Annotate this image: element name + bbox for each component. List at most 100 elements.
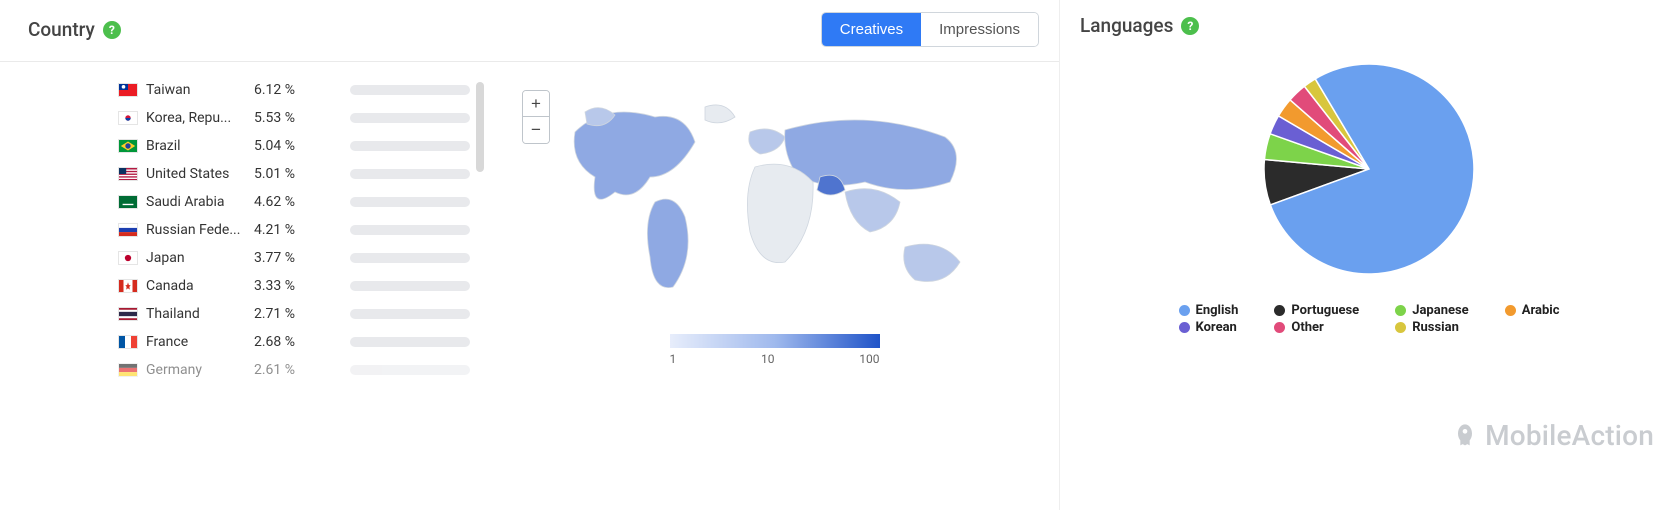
- flag-icon: [118, 363, 138, 377]
- country-name: Japan: [146, 250, 246, 266]
- pct-bar: [350, 85, 470, 95]
- legend-label: Japanese: [1412, 303, 1469, 318]
- legend-item[interactable]: Russian: [1395, 320, 1469, 335]
- country-row[interactable]: Brazil 5.04 %: [118, 132, 498, 160]
- pct-bar: [350, 169, 470, 179]
- country-name: Canada: [146, 278, 246, 294]
- country-pct: 2.71 %: [254, 306, 312, 322]
- help-icon[interactable]: ?: [103, 21, 121, 39]
- flag-icon: [118, 335, 138, 349]
- legend-item[interactable]: Korean: [1179, 320, 1239, 335]
- legend-label: English: [1196, 303, 1239, 318]
- map-legend-ticks: 1 10 100: [670, 352, 880, 366]
- country-pct: 2.61 %: [254, 362, 312, 378]
- legend-dot: [1179, 305, 1190, 316]
- country-name: Taiwan: [146, 82, 246, 98]
- country-row[interactable]: France 2.68 %: [118, 328, 498, 356]
- zoom-in-button[interactable]: +: [523, 91, 549, 117]
- pct-bar: [350, 309, 470, 319]
- map-legend-gradient: [670, 334, 880, 348]
- legend-tick: 10: [761, 352, 775, 366]
- brand-text: MobileAction: [1485, 419, 1654, 452]
- country-pct: 3.77 %: [254, 250, 312, 266]
- pct-bar: [350, 337, 470, 347]
- legend-item[interactable]: English: [1179, 303, 1239, 318]
- world-map-svg: [545, 82, 1005, 322]
- country-row[interactable]: Russian Fede... 4.21 %: [118, 216, 498, 244]
- country-pct: 5.01 %: [254, 166, 312, 182]
- legend-label: Portuguese: [1291, 303, 1359, 318]
- country-row[interactable]: Germany 2.61 %: [118, 356, 498, 384]
- country-pct: 6.12 %: [254, 82, 312, 98]
- country-name: Korea, Repu...: [146, 110, 246, 126]
- country-pct: 5.04 %: [254, 138, 312, 154]
- zoom-out-button[interactable]: −: [523, 117, 549, 143]
- legend-item[interactable]: Japanese: [1395, 303, 1469, 318]
- country-pct: 4.62 %: [254, 194, 312, 210]
- flag-icon: [118, 111, 138, 125]
- legend-dot: [1395, 322, 1406, 333]
- legend-tick: 100: [859, 352, 879, 366]
- legend-dot: [1274, 322, 1285, 333]
- country-row[interactable]: Korea, Repu... 5.53 %: [118, 104, 498, 132]
- country-row[interactable]: United States 5.01 %: [118, 160, 498, 188]
- country-name: Brazil: [146, 138, 246, 154]
- country-panel: Country ? Creatives Impressions Taiwan 6…: [0, 0, 1060, 510]
- tab-creatives[interactable]: Creatives: [822, 13, 921, 46]
- pct-bar: [350, 197, 470, 207]
- country-row[interactable]: Taiwan 6.12 %: [118, 76, 498, 104]
- tab-impressions[interactable]: Impressions: [921, 13, 1038, 46]
- flag-icon: [118, 307, 138, 321]
- legend-dot: [1179, 322, 1190, 333]
- legend-label: Other: [1291, 320, 1323, 335]
- flag-icon: [118, 139, 138, 153]
- languages-title: Languages: [1080, 14, 1173, 37]
- pct-bar: [350, 225, 470, 235]
- country-pct: 3.33 %: [254, 278, 312, 294]
- legend-dot: [1505, 305, 1516, 316]
- flag-icon: [118, 279, 138, 293]
- country-row[interactable]: Saudi Arabia 4.62 %: [118, 188, 498, 216]
- legend-tick: 1: [670, 352, 677, 366]
- pct-bar: [350, 365, 470, 375]
- pct-bar: [350, 113, 470, 123]
- list-scrollbar[interactable]: [476, 82, 484, 172]
- country-title: Country: [28, 18, 95, 41]
- flag-icon: [118, 223, 138, 237]
- languages-legend: English Portuguese Japanese Arabic Korean Oth…: [1179, 303, 1560, 335]
- map-zoom-control: + −: [522, 90, 550, 144]
- brand-watermark: MobileAction: [1451, 419, 1654, 452]
- country-pct: 2.68 %: [254, 334, 312, 350]
- pct-bar: [350, 253, 470, 263]
- country-row[interactable]: Canada 3.33 %: [118, 272, 498, 300]
- country-name: Saudi Arabia: [146, 194, 246, 210]
- legend-dot: [1274, 305, 1285, 316]
- legend-item[interactable]: Arabic: [1505, 303, 1560, 318]
- country-pct: 5.53 %: [254, 110, 312, 126]
- pct-bar: [350, 141, 470, 151]
- pct-bar: [350, 281, 470, 291]
- legend-item[interactable]: Portuguese: [1274, 303, 1359, 318]
- metric-toggle: Creatives Impressions: [821, 12, 1039, 47]
- legend-item[interactable]: Other: [1274, 320, 1359, 335]
- country-list: Taiwan 6.12 % Korea, Repu... 5.53 % Braz…: [8, 76, 498, 510]
- country-row[interactable]: Japan 3.77 %: [118, 244, 498, 272]
- languages-pie-chart: [1249, 49, 1489, 289]
- country-row[interactable]: Thailand 2.71 %: [118, 300, 498, 328]
- country-name: France: [146, 334, 246, 350]
- flag-icon: [118, 83, 138, 97]
- help-icon[interactable]: ?: [1181, 17, 1199, 35]
- flag-icon: [118, 167, 138, 181]
- world-map[interactable]: + − 1 10 100: [498, 76, 1051, 510]
- legend-label: Korean: [1196, 320, 1237, 335]
- country-name: Thailand: [146, 306, 246, 322]
- flag-icon: [118, 195, 138, 209]
- legend-label: Arabic: [1522, 303, 1560, 318]
- flag-icon: [118, 251, 138, 265]
- legend-label: Russian: [1412, 320, 1459, 335]
- languages-panel: Languages ? English Portuguese Japanese Ara…: [1060, 0, 1678, 510]
- country-name: Germany: [146, 362, 246, 378]
- country-pct: 4.21 %: [254, 222, 312, 238]
- legend-dot: [1395, 305, 1406, 316]
- country-name: United States: [146, 166, 246, 182]
